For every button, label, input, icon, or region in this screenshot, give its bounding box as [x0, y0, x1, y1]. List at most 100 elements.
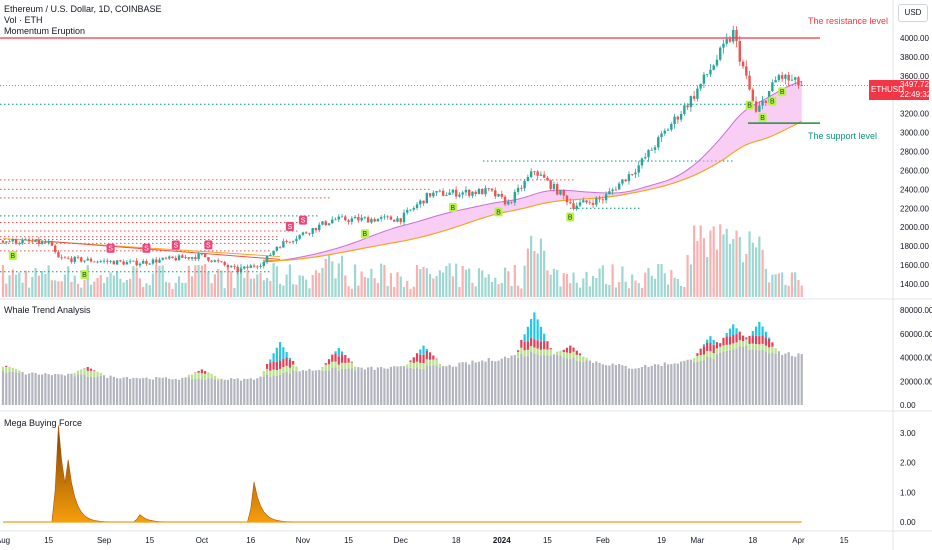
signal-label-text: B [496, 209, 501, 216]
whale-base-bar [741, 346, 745, 405]
candle-body [745, 66, 748, 76]
whale-green-bar [582, 356, 585, 363]
whale-base-bar [288, 373, 291, 405]
candle-body [748, 75, 751, 90]
symbol-legend[interactable]: Ethereum / U.S. Dollar, 1D, COINBASE [4, 4, 162, 14]
candle-body [83, 260, 86, 262]
volume-bar [334, 278, 337, 297]
volume-bar [686, 255, 689, 297]
whale-red-bar [432, 355, 435, 360]
candle-body [363, 217, 367, 219]
whale-base-bar [89, 376, 93, 405]
whale-green-bar [722, 345, 725, 352]
whale-base-bar [158, 377, 161, 405]
whale-red-bar [539, 341, 543, 350]
candle-body [487, 188, 490, 189]
whale-green-bar [719, 346, 722, 353]
whale-base-bar [360, 367, 363, 405]
candle-body [621, 179, 624, 184]
whale-legend[interactable]: Whale Trend Analysis [4, 305, 91, 315]
volume-bar [699, 225, 702, 297]
volume-bar [722, 234, 725, 297]
whale-green-bar [745, 339, 748, 346]
whale-base-bar [44, 373, 47, 405]
volume-bar [758, 236, 761, 297]
currency-button[interactable]: USD [898, 4, 928, 22]
indicator-legend[interactable]: Momentum Eruption [4, 26, 86, 36]
volume-bar [415, 264, 419, 297]
volume-bar [181, 282, 184, 297]
volume-bar [282, 285, 285, 297]
whale-green-bar [539, 349, 543, 356]
whale-green-bar [331, 361, 334, 368]
whale-base-bar [751, 349, 754, 405]
whale-cyan-bar [543, 333, 546, 341]
whale-base-bar [748, 349, 751, 405]
volume-bar [644, 272, 647, 297]
candle-body [57, 252, 60, 258]
whale-base-bar [393, 366, 396, 405]
whale-base-bar [285, 371, 288, 405]
candle-body [494, 190, 497, 197]
whale-green-bar [754, 344, 758, 351]
mega-legend[interactable]: Mega Buying Force [4, 418, 83, 428]
volume-bar [725, 228, 728, 297]
candle-body [591, 202, 595, 205]
whale-red-bar [520, 339, 523, 348]
price-axis-label: 2200.00 [900, 204, 929, 213]
volume-bar [745, 253, 748, 297]
whale-base-bar [464, 362, 468, 405]
whale-red-bar [86, 367, 89, 371]
time-axis-label: Oct [196, 536, 209, 545]
volume-bar [57, 281, 60, 297]
whale-base-bar [109, 375, 112, 405]
candle-body [76, 256, 80, 258]
whale-base-bar [422, 369, 425, 405]
whale-base-bar [181, 377, 184, 405]
whale-green-bar [432, 359, 435, 366]
candle-body [790, 79, 794, 81]
candle-body [562, 190, 565, 196]
whale-red-bar [735, 334, 738, 343]
candle-body [412, 207, 415, 210]
candle-body [125, 262, 129, 265]
whale-red-bar [425, 350, 428, 360]
whale-green-bar [575, 354, 578, 361]
whale-base-bar [735, 348, 738, 405]
whale-base-bar [471, 360, 474, 405]
volume-legend[interactable]: Vol · ETH [4, 15, 43, 25]
whale-cyan-bar [709, 336, 712, 344]
whale-red-bar [706, 342, 709, 351]
signal-label-box [566, 212, 575, 222]
whale-base-bar [41, 374, 44, 405]
volume-bar [380, 263, 383, 297]
volume-bar [640, 287, 644, 297]
volume-bar [389, 273, 393, 297]
whale-base-bar [631, 368, 634, 405]
candle-body [44, 241, 47, 243]
volume-bar [177, 276, 181, 297]
whale-base-bar [533, 353, 536, 405]
volume-bar [464, 269, 468, 297]
whale-base-bar [409, 367, 412, 405]
whale-base-bar [797, 353, 800, 405]
volume-bar [259, 272, 262, 297]
whale-base-bar [601, 364, 604, 405]
volume-bar [99, 275, 102, 297]
volume-bar [748, 231, 751, 297]
candle-body [406, 210, 409, 213]
mega-axis-label: 1.00 [900, 488, 916, 497]
whale-red-bar [546, 341, 549, 350]
candle-body [650, 149, 653, 151]
time-axis-label: Nov [296, 536, 310, 545]
whale-base-bar [197, 378, 200, 405]
whale-base-bar [282, 372, 285, 405]
candle-body [1, 240, 5, 243]
candle-body [699, 83, 702, 89]
whale-green-bar [556, 351, 559, 355]
candle-body [513, 191, 517, 203]
candle-body [298, 234, 301, 239]
whale-red-bar [719, 343, 722, 347]
candle-body [797, 77, 800, 86]
